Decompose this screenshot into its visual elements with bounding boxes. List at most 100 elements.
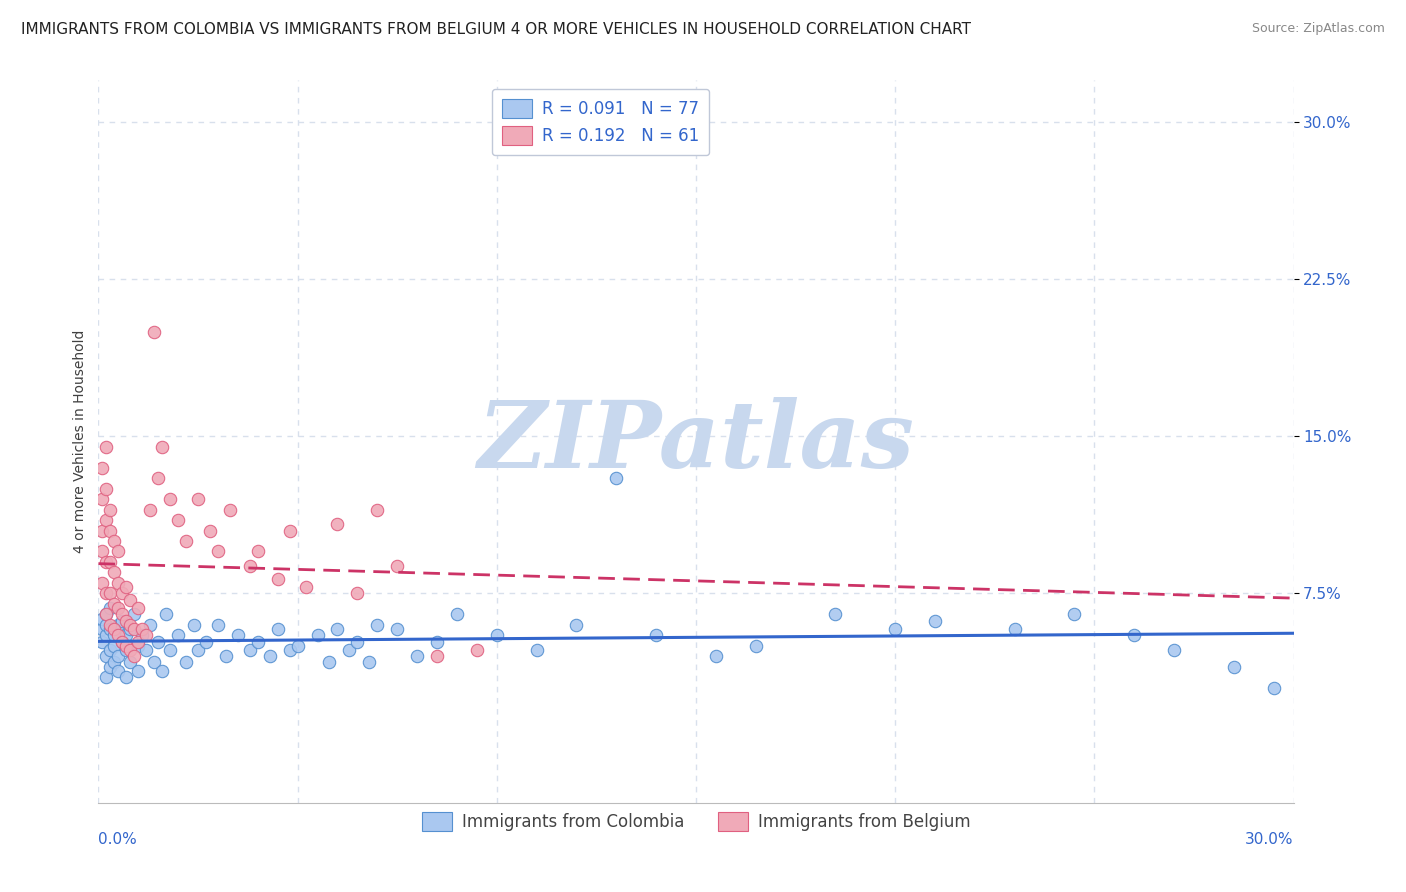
Point — [1163, 643, 1185, 657]
Point — [366, 502, 388, 516]
Point — [167, 628, 190, 642]
Point — [485, 628, 508, 642]
Point — [267, 572, 290, 586]
Point — [107, 544, 129, 558]
Point — [91, 460, 114, 475]
Point — [115, 639, 138, 653]
Point — [426, 649, 449, 664]
Point — [115, 628, 138, 642]
Point — [91, 622, 114, 636]
Point — [98, 617, 122, 632]
Point — [103, 656, 125, 670]
Point — [127, 601, 149, 615]
Point — [111, 607, 134, 622]
Point — [259, 649, 281, 664]
Point — [183, 617, 205, 632]
Point — [127, 634, 149, 648]
Point — [326, 517, 349, 532]
Point — [98, 586, 122, 600]
Point — [139, 617, 162, 632]
Point — [111, 634, 134, 648]
Point — [148, 634, 170, 648]
Point — [120, 622, 142, 636]
Point — [96, 555, 118, 569]
Point — [107, 575, 129, 590]
Point — [745, 639, 768, 653]
Point — [406, 649, 429, 664]
Point — [195, 634, 218, 648]
Point — [96, 607, 118, 622]
Point — [120, 617, 142, 632]
Text: 0.0%: 0.0% — [98, 831, 138, 847]
Point — [326, 622, 349, 636]
Point — [239, 559, 262, 574]
Point — [124, 622, 146, 636]
Point — [124, 607, 146, 622]
Point — [96, 628, 118, 642]
Point — [115, 670, 138, 684]
Point — [96, 440, 118, 454]
Point — [103, 622, 125, 636]
Point — [339, 643, 361, 657]
Point — [159, 492, 181, 507]
Point — [239, 643, 262, 657]
Text: 30.0%: 30.0% — [1246, 831, 1294, 847]
Point — [207, 617, 229, 632]
Point — [346, 634, 368, 648]
Text: Source: ZipAtlas.com: Source: ZipAtlas.com — [1251, 22, 1385, 36]
Point — [115, 614, 138, 628]
Point — [346, 586, 368, 600]
Point — [91, 524, 114, 538]
Point — [115, 580, 138, 594]
Point — [167, 513, 190, 527]
Point — [127, 639, 149, 653]
Text: IMMIGRANTS FROM COLOMBIA VS IMMIGRANTS FROM BELGIUM 4 OR MORE VEHICLES IN HOUSEH: IMMIGRANTS FROM COLOMBIA VS IMMIGRANTS F… — [21, 22, 972, 37]
Point — [246, 544, 269, 558]
Point — [96, 617, 118, 632]
Point — [318, 656, 340, 670]
Point — [135, 643, 157, 657]
Point — [359, 656, 381, 670]
Point — [107, 664, 129, 678]
Point — [884, 622, 907, 636]
Point — [219, 502, 242, 516]
Point — [124, 649, 146, 664]
Point — [131, 622, 153, 636]
Point — [187, 643, 209, 657]
Point — [91, 544, 114, 558]
Point — [924, 614, 946, 628]
Point — [96, 670, 118, 684]
Point — [98, 555, 122, 569]
Point — [307, 628, 329, 642]
Point — [143, 656, 166, 670]
Point — [91, 611, 114, 625]
Point — [385, 559, 409, 574]
Point — [103, 597, 125, 611]
Point — [465, 643, 488, 657]
Point — [96, 649, 118, 664]
Point — [1063, 607, 1085, 622]
Point — [107, 649, 129, 664]
Point — [565, 617, 588, 632]
Point — [150, 664, 173, 678]
Point — [120, 643, 142, 657]
Text: ZIPatlas: ZIPatlas — [478, 397, 914, 486]
Point — [366, 617, 388, 632]
Point — [174, 534, 197, 549]
Point — [526, 643, 548, 657]
Point — [91, 575, 114, 590]
Y-axis label: 4 or more Vehicles in Household: 4 or more Vehicles in Household — [73, 330, 87, 553]
Point — [605, 471, 627, 485]
Point — [111, 614, 134, 628]
Point — [1263, 681, 1285, 695]
Point — [1123, 628, 1146, 642]
Point — [96, 513, 118, 527]
Point — [426, 634, 449, 648]
Point — [294, 580, 316, 594]
Point — [98, 622, 122, 636]
Point — [91, 634, 114, 648]
Point — [103, 534, 125, 549]
Point — [120, 656, 142, 670]
Point — [159, 643, 181, 657]
Point — [135, 628, 157, 642]
